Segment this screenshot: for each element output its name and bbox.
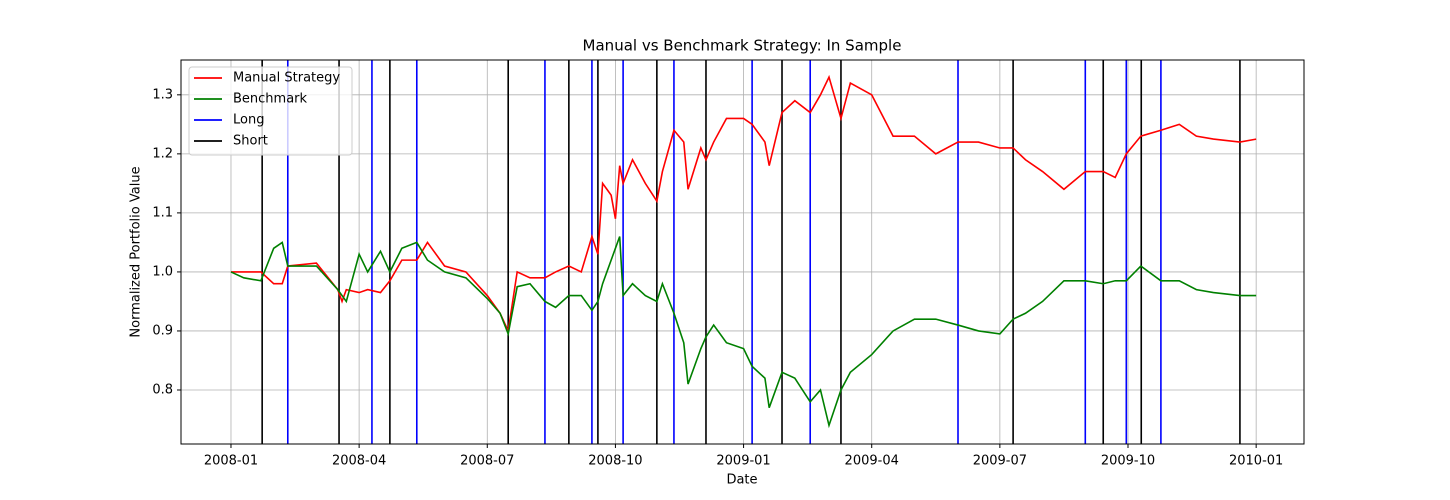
- y-axis-label: Normalized Portfolio Value: [129, 166, 144, 337]
- x-tick-label: 2009-10: [1101, 454, 1155, 469]
- x-tick-label: 2008-01: [204, 454, 258, 469]
- legend-label: Benchmark: [233, 92, 308, 107]
- legend-box: [188, 66, 353, 156]
- x-tick-label: 2009-01: [716, 454, 770, 469]
- y-tick-label: 1.2: [152, 146, 173, 161]
- grid: [181, 60, 1304, 444]
- x-axis-label: Date: [726, 473, 757, 488]
- x-tick-label: 2009-07: [973, 454, 1027, 469]
- y-tick-label: 1.0: [152, 264, 173, 279]
- x-tick-label: 2008-04: [332, 454, 386, 469]
- series-line: [230, 74, 1257, 334]
- axes-frame: [180, 59, 1305, 445]
- legend-label: Short: [233, 134, 268, 149]
- legend-label: Manual Strategy: [233, 71, 340, 86]
- chart-title: Manual vs Benchmark Strategy: In Sample: [583, 37, 902, 55]
- x-tick-label: 2008-10: [588, 454, 642, 469]
- plot-area: [230, 60, 1257, 444]
- x-tick-label: 2008-07: [460, 454, 514, 469]
- y-tick-label: 1.1: [152, 205, 173, 220]
- series-line: [230, 236, 1257, 429]
- x-tick-label: 2010-01: [1229, 454, 1283, 469]
- y-tick-label: 0.8: [152, 382, 173, 397]
- y-tick-label: 0.9: [152, 323, 173, 338]
- x-tick-label: 2009-04: [845, 454, 899, 469]
- legend: Manual Strategy Benchmark Long Short: [188, 66, 353, 156]
- legend-label: Long: [233, 113, 264, 128]
- y-tick-label: 1.3: [152, 87, 173, 102]
